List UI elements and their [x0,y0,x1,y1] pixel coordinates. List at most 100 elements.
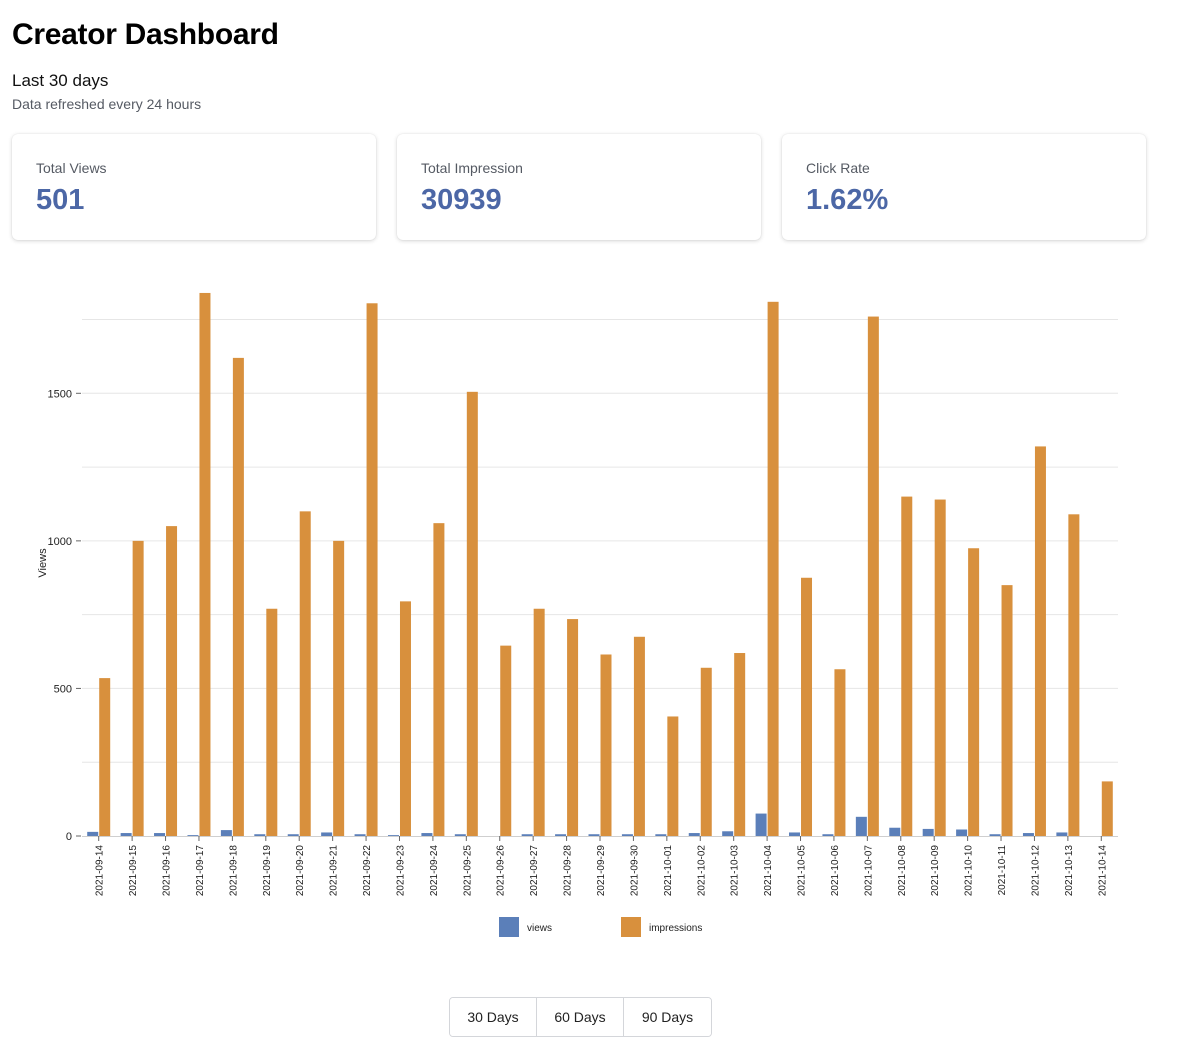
range-selector: 30 Days 60 Days 90 Days [449,997,712,1037]
views-bar [922,828,934,836]
x-tick-label: 2021-10-12 [1030,845,1041,897]
chart-grid [82,319,1118,763]
chart-axes: 0 500 1000 1500 Views [37,388,1118,843]
stat-label: Total Impression [421,160,523,176]
period-label: Last 30 days [12,71,109,90]
impressions-bar [901,496,913,836]
impressions-bar [834,669,846,836]
x-tick-label: 2021-09-21 [329,845,340,897]
impressions-bar [801,577,813,836]
views-bar [555,834,567,836]
refresh-note: Data refreshed every 24 hours [12,96,202,112]
stat-value: 30939 [421,184,502,216]
x-tick-label: 2021-10-08 [897,845,908,897]
views-bar [722,831,734,836]
impressions-legend-label: impressions [649,923,702,934]
y-tick-label: 1500 [48,388,72,400]
stat-card-click-rate: Click Rate 1.62% [782,134,1146,240]
views-bar [354,834,366,836]
x-tick-label: 2021-10-11 [997,845,1008,896]
x-tick-label: 2021-09-25 [462,845,473,897]
impressions-bar [199,292,211,836]
views-bar [421,833,433,836]
x-tick-label: 2021-09-18 [228,845,239,897]
impressions-bar [132,540,144,836]
impressions-bar [366,303,378,836]
x-tick-label: 2021-10-01 [663,845,674,897]
x-tick-label: 2021-09-24 [429,845,440,897]
x-tick-label: 2021-09-17 [195,845,206,897]
x-tick-label: 2021-10-06 [830,845,841,897]
impressions-bar [600,654,612,836]
stat-label: Click Rate [806,160,870,176]
x-tick-label: 2021-10-04 [763,845,774,897]
views-bar [287,834,299,836]
views-legend-swatch [499,917,519,937]
x-tick-label: 2021-09-14 [95,845,106,897]
range-30-days-button[interactable]: 30 Days [450,998,537,1036]
views-bar [855,816,867,836]
views-bar [387,835,399,836]
impressions-bar [567,619,579,836]
chart-legend: views impressions [499,917,702,937]
views-bar [454,834,466,836]
views-bar [1022,833,1034,836]
x-tick-label: 2021-09-26 [496,845,507,897]
x-tick-label: 2021-09-19 [262,845,273,897]
views-bar [521,834,533,836]
stat-value: 1.62% [806,184,889,216]
impressions-legend-swatch [621,917,641,937]
impressions-bar [533,608,545,836]
x-tick-label: 2021-10-05 [797,845,808,897]
x-tick-label: 2021-09-27 [529,845,540,897]
views-bar [1056,832,1068,836]
x-tick-label: 2021-09-22 [362,845,373,897]
range-60-days-button[interactable]: 60 Days [537,998,624,1036]
impressions-bar [1034,446,1046,836]
impressions-bar [333,540,345,836]
impressions-bar [700,667,712,836]
x-tick-label: 2021-09-16 [162,845,173,897]
stat-card-total-impression: Total Impression 30939 [397,134,761,240]
views-bar [254,834,266,836]
impressions-bar [867,316,879,837]
impressions-bar [1101,781,1113,836]
views-bar [688,833,700,836]
x-tick-label: 2021-10-14 [1097,845,1108,897]
page-title: Creator Dashboard [12,18,279,51]
stat-value: 501 [36,184,85,216]
impressions-bar [500,645,512,836]
views-legend-label: views [527,923,552,934]
impressions-bar [399,601,411,836]
impressions-bar [633,636,645,836]
impressions-bar [767,301,779,836]
views-bar [889,827,901,836]
impressions-bar [1068,514,1080,836]
views-bar [621,834,633,836]
views-bar [220,830,232,836]
impressions-bar [734,653,746,836]
stat-label: Total Views [36,160,107,176]
stat-card-total-views: Total Views 501 [12,134,376,240]
x-tick-label: 2021-10-10 [964,845,975,897]
views-bar [187,835,199,836]
y-axis-title: Views [37,548,49,578]
x-tick-label: 2021-09-28 [563,845,574,897]
impressions-bar [968,548,980,836]
chart-x-labels: 2021-09-14 2021-09-15 2021-09-16 2021-09-17… [95,836,1108,897]
x-tick-label: 2021-10-09 [930,845,941,897]
impressions-bar [299,511,311,836]
impressions-bar [266,608,278,836]
impressions-bar [166,526,178,836]
impressions-bar [232,357,244,836]
y-tick-label: 500 [54,683,72,695]
x-tick-label: 2021-10-03 [730,845,741,897]
views-bar [120,833,132,836]
views-bar [588,834,600,836]
views-bar [87,831,99,836]
range-90-days-button[interactable]: 90 Days [624,998,711,1036]
views-bar [989,834,1001,836]
x-tick-label: 2021-10-13 [1064,845,1075,897]
x-tick-label: 2021-10-07 [863,845,874,897]
